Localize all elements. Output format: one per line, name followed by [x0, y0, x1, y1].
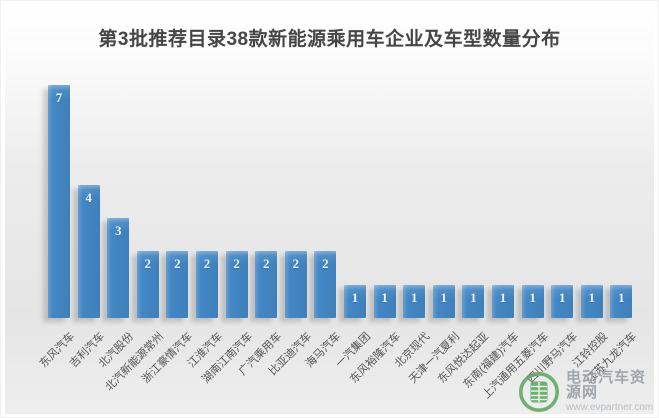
bar-value-label: 1 — [410, 290, 418, 305]
chart-title: 第3批推荐目录38款新能源乘用车企业及车型数量分布 — [98, 28, 561, 50]
bar: 1 — [403, 285, 426, 318]
bar: 2 — [314, 251, 337, 318]
bar-value-label: 2 — [262, 256, 270, 271]
bar-value-label: 1 — [440, 290, 448, 305]
bar: 4 — [77, 185, 100, 318]
bar-value-label: 2 — [144, 256, 152, 271]
bar-value-label: 1 — [529, 290, 536, 305]
bar: 1 — [521, 285, 544, 318]
bar: 1 — [492, 285, 514, 318]
watermark-site-name: 电动汽车资源网 — [566, 369, 647, 401]
watermark-site-url: www.evpartner.com — [566, 402, 654, 413]
bar-value-label: 1 — [351, 290, 359, 305]
bar: 3 — [107, 218, 130, 318]
plot-background — [5, 5, 654, 414]
bar: 2 — [166, 251, 189, 318]
bar: 1 — [580, 285, 603, 318]
bar: 1 — [344, 285, 366, 318]
bar-value-label: 1 — [588, 290, 596, 305]
bar: 1 — [551, 285, 574, 318]
bar-value-label: 2 — [233, 256, 240, 271]
bar-value-label: 2 — [174, 256, 181, 271]
bar: 2 — [255, 251, 278, 318]
bar: 1 — [432, 285, 455, 318]
bar-value-label: 1 — [618, 290, 625, 305]
bar-value-label: 7 — [55, 90, 63, 105]
bar-value-label: 1 — [558, 290, 566, 305]
bar: 2 — [284, 251, 307, 318]
bar-value-label: 4 — [85, 190, 92, 205]
bar-value-label: 1 — [499, 290, 507, 305]
bar: 2 — [196, 251, 218, 318]
bar-value-label: 2 — [292, 256, 300, 271]
bar: 1 — [610, 285, 633, 318]
bar-value-label: 2 — [203, 256, 211, 271]
watermark: 电动汽车资源网 www.evpartner.com — [518, 370, 659, 413]
bar: 2 — [225, 251, 248, 318]
bar: 1 — [462, 285, 485, 318]
evpartner-logo-icon — [518, 371, 560, 412]
bar: 2 — [136, 251, 159, 318]
bar: 7 — [48, 85, 70, 318]
bar: 1 — [373, 285, 396, 318]
bar-value-label: 2 — [322, 256, 329, 271]
bar-value-label: 1 — [470, 290, 477, 305]
bar-value-label: 3 — [114, 223, 122, 238]
bar-value-label: 1 — [381, 290, 388, 305]
